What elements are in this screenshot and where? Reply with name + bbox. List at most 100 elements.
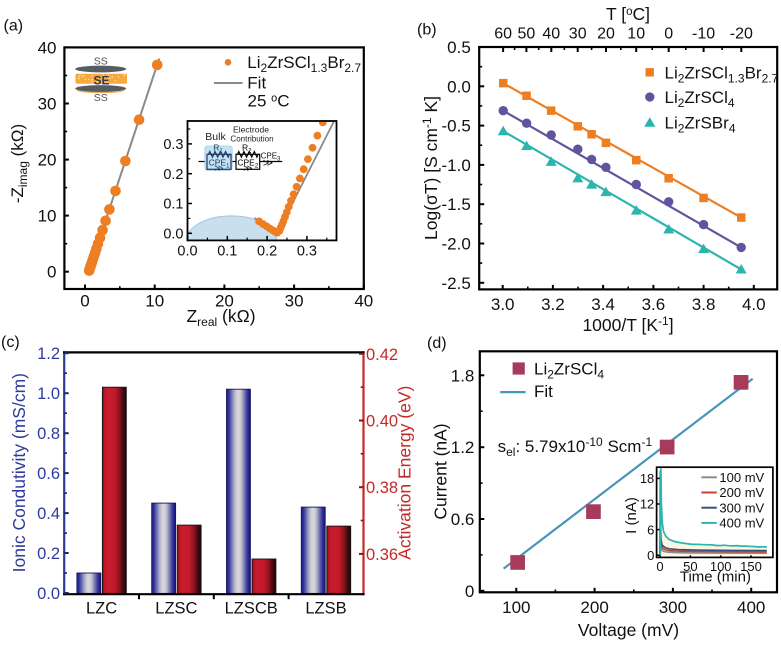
svg-text:10: 10 <box>38 207 57 226</box>
svg-text:1.2: 1.2 <box>37 345 60 363</box>
svg-text:0.40: 0.40 <box>366 413 398 431</box>
svg-text:-1.5: -1.5 <box>442 195 471 214</box>
svg-text:-1.0: -1.0 <box>442 156 471 175</box>
svg-text:50: 50 <box>518 26 536 43</box>
svg-text:10: 10 <box>627 26 645 43</box>
svg-text:Electrode: Electrode <box>233 125 269 135</box>
svg-text:Voltage (mV): Voltage (mV) <box>578 620 679 640</box>
svg-text:3.8: 3.8 <box>692 295 716 314</box>
svg-text:-20: -20 <box>730 26 753 43</box>
svg-text:100 mV: 100 mV <box>719 470 764 485</box>
svg-text:0: 0 <box>656 559 663 574</box>
svg-text:0.36: 0.36 <box>366 546 398 564</box>
svg-text:0.5: 0.5 <box>447 38 471 57</box>
svg-text:LZSB: LZSB <box>305 600 346 618</box>
svg-text:0.4: 0.4 <box>37 505 60 523</box>
svg-text:60: 60 <box>494 26 512 43</box>
svg-text:-Zimag (kΩ): -Zimag (kΩ) <box>8 124 30 203</box>
svg-text:0.1: 0.1 <box>217 243 237 259</box>
svg-text:Fit: Fit <box>534 382 553 401</box>
svg-text:Li2ZrSCl4: Li2ZrSCl4 <box>665 88 735 110</box>
svg-text:400 mV: 400 mV <box>719 516 764 531</box>
svg-text:40: 40 <box>542 26 560 43</box>
svg-text:Zreal (kΩ): Zreal (kΩ) <box>186 306 255 329</box>
svg-text:200 mV: 200 mV <box>719 485 764 500</box>
svg-text:6: 6 <box>647 522 654 537</box>
svg-text:100: 100 <box>502 598 530 617</box>
svg-text:150: 150 <box>740 559 762 574</box>
svg-text:0: 0 <box>47 263 56 282</box>
svg-text:LZSCB: LZSCB <box>225 600 278 618</box>
svg-text:0: 0 <box>80 292 89 311</box>
svg-text:1.0: 1.0 <box>37 385 60 403</box>
svg-text:100: 100 <box>710 559 732 574</box>
svg-text:3.0: 3.0 <box>491 295 515 314</box>
svg-text:20: 20 <box>215 292 234 311</box>
svg-text:0.6: 0.6 <box>451 510 475 529</box>
svg-text:0.42: 0.42 <box>366 346 398 364</box>
svg-text:(c): (c) <box>1 334 20 351</box>
svg-text:300 mV: 300 mV <box>719 500 764 515</box>
svg-text:4.0: 4.0 <box>742 295 766 314</box>
svg-text:12: 12 <box>640 497 654 512</box>
svg-text:LZC: LZC <box>86 600 117 618</box>
svg-text:I (nA): I (nA) <box>623 497 640 534</box>
svg-text:18: 18 <box>640 471 654 486</box>
svg-text:≫: ≫ <box>263 158 273 169</box>
svg-text:1000/T [K-1]: 1000/T [K-1] <box>582 314 673 335</box>
svg-text:CPE1: CPE1 <box>209 157 230 169</box>
svg-text:400: 400 <box>737 598 765 617</box>
svg-text:Contribution: Contribution <box>230 134 273 143</box>
svg-text:30: 30 <box>285 292 304 311</box>
svg-text:25 oC: 25 oC <box>248 92 290 111</box>
svg-text:Current (nA): Current (nA) <box>431 423 451 519</box>
svg-text:Ionic Condutivity (mS/cm): Ionic Condutivity (mS/cm) <box>9 373 29 572</box>
svg-text:Li2ZrSCl1.3Br2.7: Li2ZrSCl1.3Br2.7 <box>665 63 779 85</box>
svg-text:50: 50 <box>683 559 697 574</box>
svg-text:300: 300 <box>659 598 687 617</box>
svg-text:40: 40 <box>354 292 373 311</box>
svg-text:-2.0: -2.0 <box>442 235 471 254</box>
svg-text:200: 200 <box>580 598 608 617</box>
svg-text:30: 30 <box>38 95 57 114</box>
svg-text:Fit: Fit <box>247 74 266 93</box>
svg-text:Log(σT) [S cm-1 K]: Log(σT) [S cm-1 K] <box>420 96 441 240</box>
svg-text:20: 20 <box>38 151 57 170</box>
svg-text:R2: R2 <box>242 142 252 154</box>
svg-text:0.38: 0.38 <box>366 479 398 497</box>
svg-text:≫: ≫ <box>214 163 223 173</box>
svg-text:20: 20 <box>597 26 615 43</box>
svg-text:(a): (a) <box>4 18 24 35</box>
svg-text:Li2ZrSBr4: Li2ZrSBr4 <box>665 114 736 136</box>
svg-text:30: 30 <box>569 26 587 43</box>
svg-text:Li2ZrSCl1.3Br2.7: Li2ZrSCl1.3Br2.7 <box>247 53 361 75</box>
svg-text:1.8: 1.8 <box>451 366 475 385</box>
svg-text:0.3: 0.3 <box>163 137 183 153</box>
svg-text:0.0: 0.0 <box>37 585 60 603</box>
svg-text:0.0: 0.0 <box>163 227 183 243</box>
svg-text:0.6: 0.6 <box>37 465 60 483</box>
svg-text:3.6: 3.6 <box>642 295 666 314</box>
svg-text:0.2: 0.2 <box>37 545 60 563</box>
svg-text:1.2: 1.2 <box>451 438 475 457</box>
svg-text:(b): (b) <box>417 22 437 39</box>
svg-text:Time (min): Time (min) <box>680 569 751 586</box>
svg-text:0: 0 <box>465 582 474 601</box>
svg-text:0: 0 <box>664 26 673 43</box>
svg-text:(d): (d) <box>427 335 447 352</box>
svg-text:≫: ≫ <box>243 163 252 173</box>
svg-text:3.2: 3.2 <box>541 295 565 314</box>
svg-text:3.4: 3.4 <box>591 295 615 314</box>
svg-text:SE: SE <box>93 74 109 88</box>
svg-text:0.3: 0.3 <box>297 243 317 259</box>
svg-text:0.1: 0.1 <box>163 197 183 213</box>
svg-text:SS: SS <box>94 56 108 68</box>
svg-text:R1: R1 <box>213 142 223 154</box>
svg-text:0.0: 0.0 <box>447 77 471 96</box>
svg-text:Li2ZrSCl4: Li2ZrSCl4 <box>534 360 604 382</box>
svg-text:-0.5: -0.5 <box>442 117 471 136</box>
svg-text:40: 40 <box>38 38 57 57</box>
svg-text:CPE3: CPE3 <box>261 152 281 163</box>
svg-text:CPE2: CPE2 <box>237 157 258 169</box>
svg-text:0.0: 0.0 <box>177 243 197 259</box>
